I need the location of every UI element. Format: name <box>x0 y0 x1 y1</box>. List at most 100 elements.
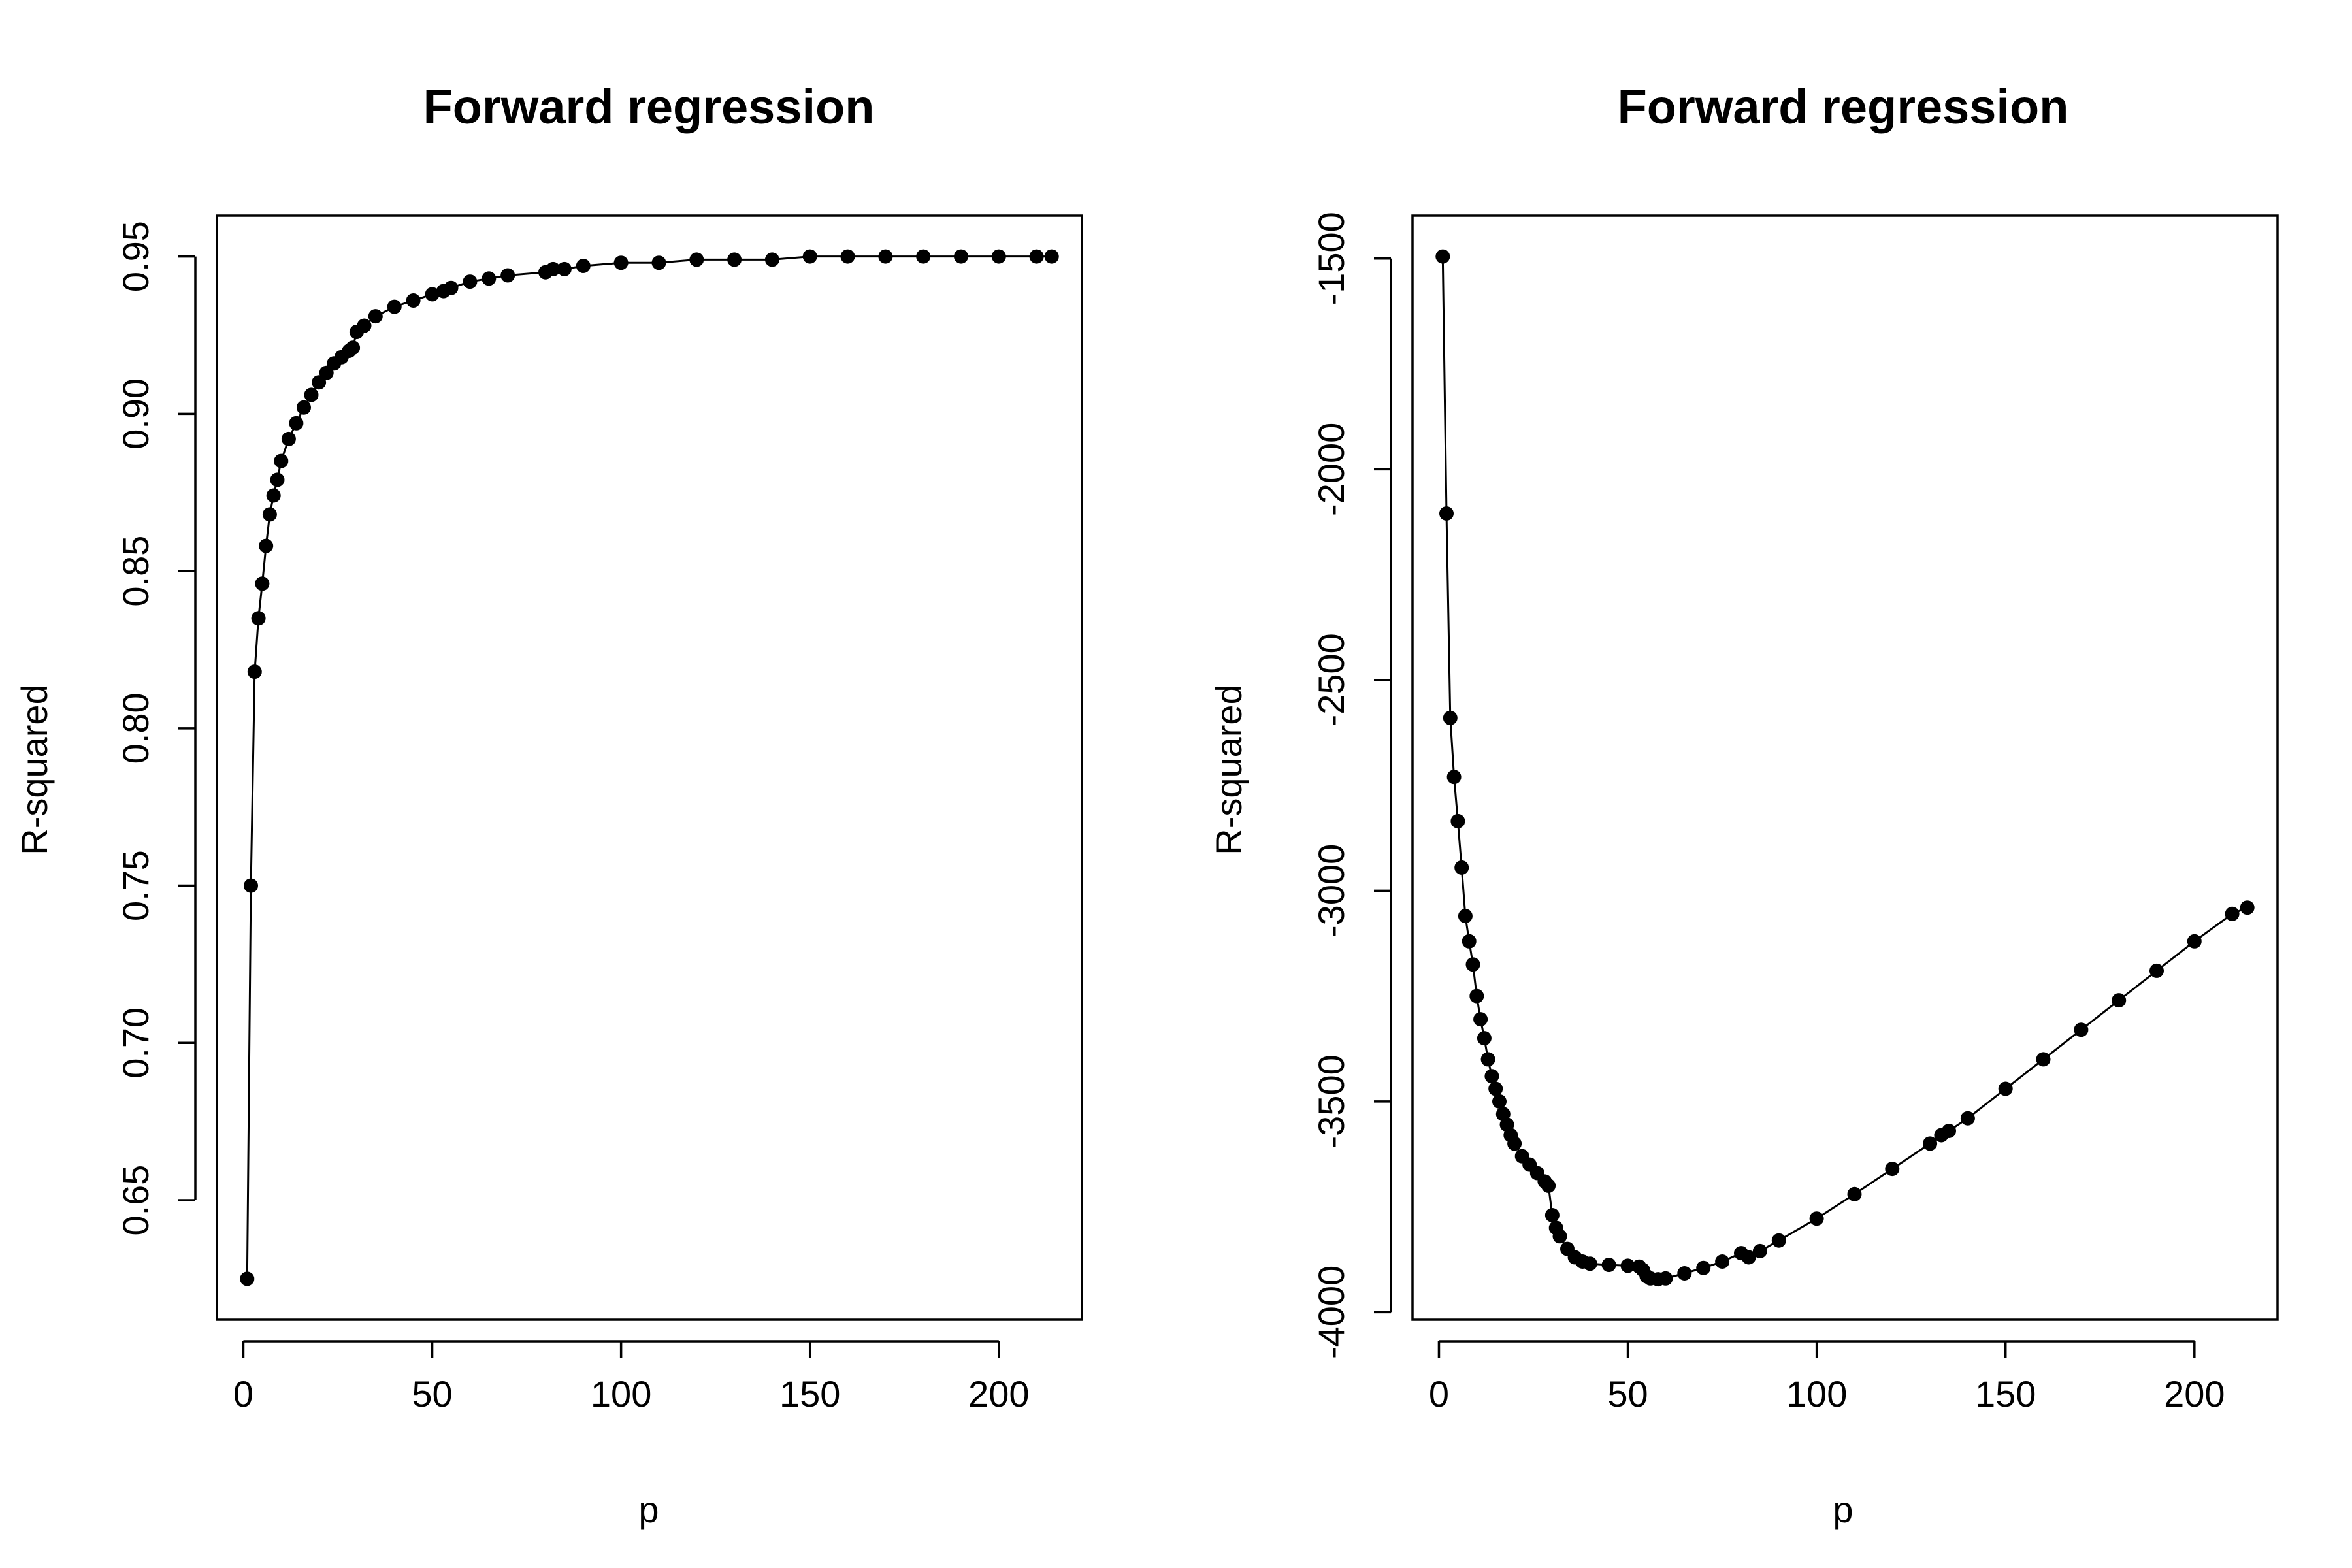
left-data-point <box>546 261 561 276</box>
left-series <box>240 249 1059 1286</box>
left-data-point <box>289 416 304 431</box>
right-data-point <box>1771 1233 1786 1248</box>
right-data-point <box>1484 1069 1499 1084</box>
right-x-axis: 0 50 100 150 200 <box>1429 1340 2225 1414</box>
right-data-point <box>1488 1081 1503 1096</box>
left-plot-frame <box>216 214 1083 1321</box>
right-data-point <box>2112 993 2127 1008</box>
right-data-point <box>2036 1052 2051 1067</box>
right-data-point <box>1439 506 1454 521</box>
right-data-point <box>2240 900 2255 915</box>
right-data-point <box>1601 1258 1616 1273</box>
left-data-point <box>304 387 319 402</box>
left-data-point <box>240 1271 255 1286</box>
left-y-tick-label: 0.90 <box>115 378 156 449</box>
left-data-point <box>764 252 779 267</box>
left-data-point <box>251 611 266 626</box>
right-data-point <box>1462 934 1477 949</box>
right-x-tick-label: 150 <box>1975 1373 2036 1414</box>
left-data-point <box>613 255 629 270</box>
left-y-axis-label: R-squared <box>14 684 55 855</box>
right-data-point <box>1998 1081 2013 1096</box>
left-data-point <box>270 472 285 487</box>
left-data-point <box>346 340 361 355</box>
left-data-point <box>368 309 383 324</box>
right-data-point <box>1480 1052 1495 1067</box>
left-data-point <box>247 664 262 679</box>
left-data-point <box>444 280 459 295</box>
left-data-point <box>651 255 666 270</box>
right-data-point <box>1450 813 1465 828</box>
right-data-point <box>1458 909 1473 924</box>
right-y-tick-label: -3000 <box>1311 844 1352 938</box>
right-x-tick-label: 100 <box>1786 1373 1847 1414</box>
left-data-point <box>274 453 289 468</box>
right-data-point <box>1492 1094 1507 1109</box>
right-series-line <box>1441 256 2248 1281</box>
left-data-point <box>1029 249 1044 264</box>
right-data-point <box>1809 1211 1824 1226</box>
right-data-point <box>1552 1229 1567 1244</box>
right-data-point <box>1582 1256 1597 1271</box>
right-x-axis-label: p <box>1833 1489 1853 1530</box>
left-y-tick-label: 0.95 <box>115 221 156 292</box>
left-data-point <box>878 249 893 264</box>
left-data-point <box>689 252 704 267</box>
right-data-point <box>2225 906 2240 921</box>
right-data-point <box>2187 934 2202 949</box>
left-data-point <box>916 249 931 264</box>
left-data-point <box>840 249 855 264</box>
right-data-point <box>1507 1136 1522 1151</box>
right-data-point <box>2074 1022 2089 1037</box>
right-y-tick-label: -2500 <box>1311 633 1352 727</box>
right-data-point <box>1469 988 1484 1004</box>
left-series-line <box>246 255 1052 1279</box>
right-x-tick-label: 50 <box>1607 1373 1648 1414</box>
left-x-axis-label: p <box>638 1489 659 1530</box>
right-data-point <box>1715 1254 1730 1269</box>
right-y-tick-label: -2000 <box>1311 423 1352 516</box>
right-y-axis: -4000 -3500 -3000 -2500 -2000 -1500 <box>1311 212 1392 1359</box>
left-y-axis: 0.65 0.70 0.75 0.80 0.85 0.90 0.95 <box>115 221 197 1236</box>
right-data-point <box>1465 957 1480 972</box>
left-x-tick-label: 200 <box>968 1373 1029 1414</box>
left-x-tick-label: 100 <box>591 1373 651 1414</box>
left-data-point <box>357 318 372 333</box>
right-data-point <box>2149 963 2164 978</box>
right-data-point <box>1544 1208 1560 1222</box>
left-data-point <box>255 576 270 591</box>
right-chart-title: Forward regression <box>1618 80 2069 134</box>
left-data-point <box>259 538 274 553</box>
left-data-point <box>954 249 968 264</box>
left-data-point <box>406 293 421 308</box>
right-data-point <box>1446 770 1462 785</box>
left-data-point <box>500 268 515 283</box>
left-data-point <box>463 274 478 289</box>
right-data-point <box>1741 1250 1756 1265</box>
right-y-tick-label: -1500 <box>1311 212 1352 305</box>
right-data-point <box>1752 1243 1767 1258</box>
left-x-tick-label: 0 <box>233 1373 253 1414</box>
right-y-tick-label: -3500 <box>1311 1054 1352 1148</box>
left-x-tick-label: 150 <box>779 1373 840 1414</box>
left-x-tick-label: 50 <box>412 1373 452 1414</box>
right-data-point <box>1677 1266 1692 1281</box>
right-data-point <box>1942 1124 1956 1138</box>
right-y-axis-label: R-squared <box>1208 684 1249 855</box>
left-data-point <box>244 878 258 893</box>
left-panel: Forward regression p R-squared 0 50 100 150… <box>14 80 1083 1530</box>
right-data-point <box>1923 1136 1938 1151</box>
left-y-tick-label: 0.85 <box>115 536 156 607</box>
left-data-point <box>297 400 311 415</box>
left-y-tick-label: 0.70 <box>115 1007 156 1079</box>
right-panel: Forward regression p R-squared 0 50 100 150… <box>1208 80 2279 1530</box>
left-data-point <box>576 259 591 273</box>
right-data-point <box>1477 1031 1492 1046</box>
right-data-point <box>1620 1258 1635 1273</box>
right-data-point <box>1960 1111 1975 1126</box>
left-data-point <box>262 507 277 522</box>
left-data-point <box>425 287 440 302</box>
right-data-point <box>1541 1178 1556 1193</box>
left-data-point <box>266 488 281 503</box>
left-data-point <box>482 271 497 286</box>
